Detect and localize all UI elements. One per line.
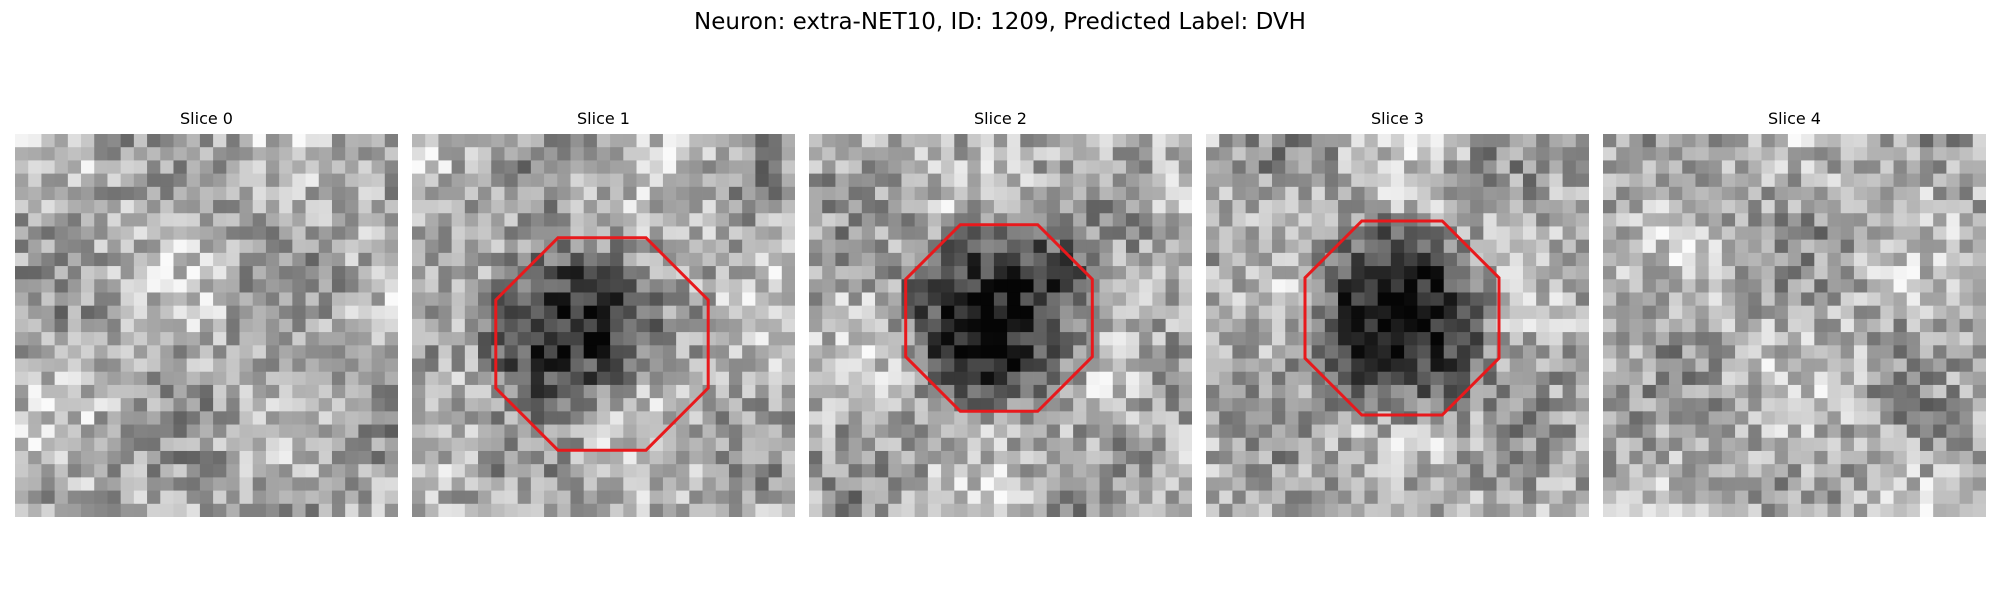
roi-outline bbox=[494, 236, 710, 452]
slice-image bbox=[809, 134, 1192, 517]
slice-title: Slice 3 bbox=[1371, 109, 1424, 128]
roi-outline bbox=[1303, 219, 1501, 417]
slice-image bbox=[1206, 134, 1589, 517]
slice-title: Slice 0 bbox=[180, 109, 233, 128]
slice-image bbox=[412, 134, 795, 517]
slice-title: Slice 2 bbox=[974, 109, 1027, 128]
roi-outline bbox=[904, 223, 1094, 413]
slice-title: Slice 4 bbox=[1768, 109, 1821, 128]
slice-image bbox=[15, 134, 398, 517]
slice-image bbox=[1603, 134, 1986, 517]
figure-title: Neuron: extra-NET10, ID: 1209, Predicted… bbox=[694, 9, 1306, 35]
slice-title: Slice 1 bbox=[577, 109, 630, 128]
